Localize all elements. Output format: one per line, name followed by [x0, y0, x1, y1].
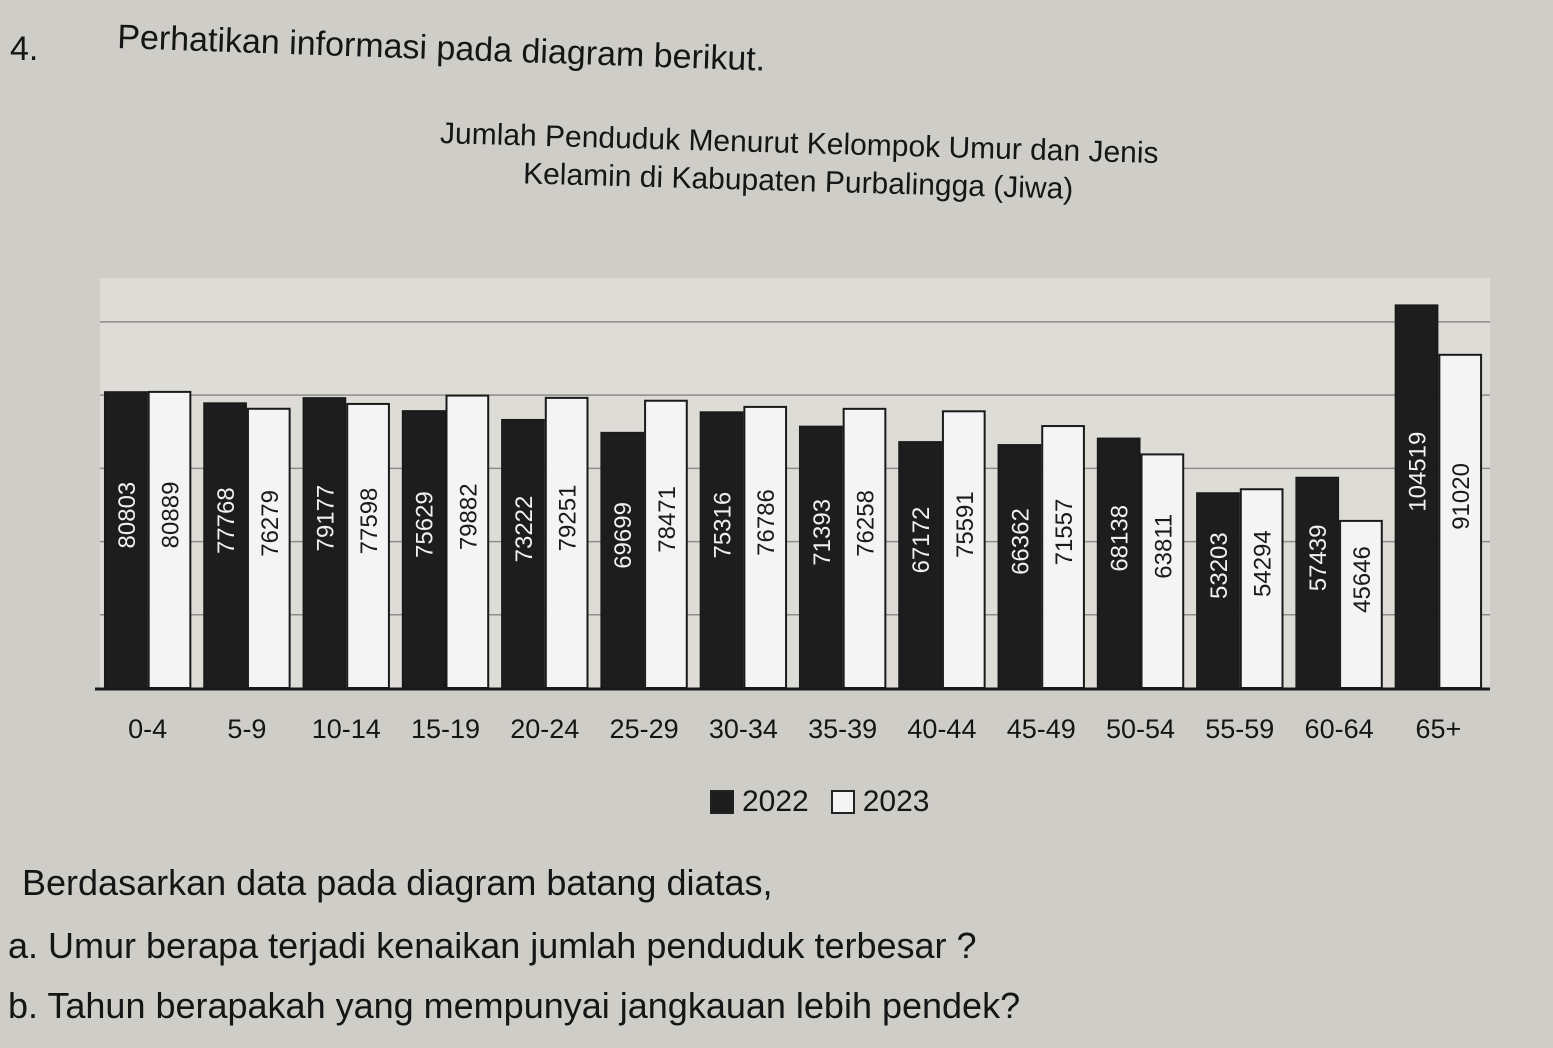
x-tick-label-15-19: 15-19: [411, 714, 480, 744]
legend-label-2022: 2022: [742, 785, 809, 818]
x-tick-label-5-9: 5-9: [227, 714, 266, 744]
data-label-2022-25-29: 69699: [610, 502, 637, 569]
data-label-2023-35-39: 76258: [853, 490, 880, 557]
data-label-2022-0-4: 80803: [114, 482, 141, 549]
bar-2023-0-4: [147, 390, 192, 689]
data-label-2023-60-64: 45646: [1349, 546, 1376, 613]
bar-2023-60-64: [1339, 519, 1383, 689]
data-label-2022-35-39: 71393: [809, 499, 836, 566]
x-tick-label-45-49: 45-49: [1007, 714, 1076, 744]
data-label-2023-40-44: 75591: [952, 491, 979, 558]
x-tick-label-25-29: 25-29: [610, 714, 679, 744]
data-label-2023-45-49: 71557: [1051, 499, 1078, 566]
bar-2023-5-9: [246, 407, 291, 689]
x-tick-label-30-34: 30-34: [709, 714, 778, 744]
legend-swatch-dark-icon: [710, 790, 734, 814]
data-label-2022-50-54: 68138: [1107, 505, 1134, 572]
x-tick-label-35-39: 35-39: [808, 714, 877, 744]
bar-2022-20-24: [501, 418, 545, 689]
data-label-2022-30-34: 75316: [710, 492, 737, 559]
data-label-2023-0-4: 80889: [158, 482, 185, 549]
x-tick-label-0-4: 0-4: [128, 714, 167, 744]
bar-2022-5-9: [203, 402, 247, 689]
x-tick-label-40-44: 40-44: [907, 714, 976, 744]
data-label-2022-60-64: 57439: [1305, 524, 1332, 591]
bar-2022-30-34: [699, 411, 744, 689]
data-label-2023-65plus: 91020: [1448, 463, 1475, 530]
x-tick-label-60-64: 60-64: [1305, 714, 1374, 744]
bar-2023-15-19: [445, 394, 490, 689]
bar-2023-30-34: [743, 405, 788, 689]
data-label-2022-5-9: 77768: [213, 487, 240, 554]
data-label-2022-10-14: 79177: [312, 485, 339, 552]
legend-item-2022: 2022: [710, 785, 809, 819]
question-a: a. Umur berapa terjadi kenaikan jumlah p…: [8, 925, 977, 966]
legend-item-2023: 2023: [830, 785, 930, 819]
x-tick-label-20-24: 20-24: [510, 714, 579, 744]
bar-2023-45-49: [1041, 425, 1085, 689]
data-label-2023-15-19: 79882: [455, 483, 482, 550]
bar-2023-50-54: [1140, 453, 1185, 689]
question-b: b. Tahun berapakah yang mempunyai jangka…: [8, 985, 1021, 1026]
bar-2022-50-54: [1096, 437, 1141, 689]
x-tick-label-50-54: 50-54: [1106, 714, 1175, 744]
x-tick-label-55-59: 55-59: [1205, 714, 1274, 744]
question-number: 4.: [10, 30, 39, 68]
bar-2023-20-24: [544, 396, 589, 689]
bar-2022-65plus: [1394, 304, 1439, 689]
data-label-2022-15-19: 75629: [412, 491, 439, 558]
x-tick-label-10-14: 10-14: [312, 714, 381, 744]
question-intro: Berdasarkan data pada diagram batang dia…: [22, 862, 773, 903]
bar-2022-25-29: [600, 431, 645, 689]
data-label-2023-30-34: 76786: [753, 489, 780, 556]
data-label-2023-55-59: 54294: [1250, 530, 1277, 597]
data-label-2022-65plus: 104519: [1405, 432, 1432, 512]
data-label-2023-50-54: 63811: [1150, 514, 1177, 579]
legend-swatch-light-icon: [830, 790, 855, 814]
data-label-2023-10-14: 77598: [356, 488, 383, 555]
data-label-2022-40-44: 67172: [908, 507, 935, 574]
data-label-2023-5-9: 76279: [257, 490, 284, 557]
bar-2022-55-59: [1196, 492, 1240, 689]
chart-legend: 2022 2023: [710, 785, 930, 819]
legend-label-2023: 2023: [862, 785, 930, 818]
data-label-2023-25-29: 78471: [654, 486, 681, 553]
data-label-2023-20-24: 79251: [555, 485, 582, 552]
bar-2022-35-39: [798, 425, 843, 689]
bar-2023-10-14: [346, 402, 390, 689]
data-label-2022-20-24: 73222: [511, 496, 538, 563]
data-label-2022-45-49: 66362: [1007, 508, 1034, 575]
data-label-2022-55-59: 53203: [1206, 532, 1233, 599]
x-tick-label-65plus: 65+: [1415, 714, 1461, 744]
bar-2023-40-44: [941, 410, 986, 689]
bar-2022-0-4: [103, 391, 148, 689]
